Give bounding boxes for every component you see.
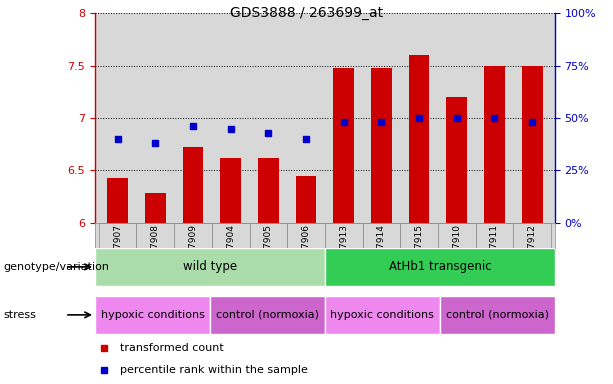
Text: GSM587914: GSM587914 (377, 224, 386, 279)
Text: GSM587913: GSM587913 (339, 224, 348, 279)
Bar (99, 223, 137, 248)
Bar (95, 248, 325, 286)
Text: GSM587910: GSM587910 (452, 224, 462, 279)
Text: hypoxic conditions: hypoxic conditions (330, 310, 434, 320)
Bar (295, 175, 316, 223)
Bar (325, 223, 362, 248)
Bar (210, 296, 325, 334)
Bar (183, 147, 204, 223)
Bar (220, 158, 241, 223)
Bar (174, 223, 212, 248)
Bar (440, 296, 555, 334)
Text: genotype/variation: genotype/variation (3, 262, 109, 272)
Bar (522, 66, 543, 223)
Bar (249, 223, 287, 248)
Bar (484, 66, 505, 223)
Bar (400, 223, 438, 248)
Bar (145, 194, 166, 223)
Text: GSM587904: GSM587904 (226, 224, 235, 279)
Text: transformed count: transformed count (120, 343, 224, 354)
Bar (107, 178, 128, 223)
Text: wild type: wild type (183, 260, 237, 273)
Text: GSM587905: GSM587905 (264, 224, 273, 279)
Text: GSM587907: GSM587907 (113, 224, 122, 279)
Text: AtHb1 transgenic: AtHb1 transgenic (389, 260, 491, 273)
Bar (325, 296, 440, 334)
Text: GSM587908: GSM587908 (151, 224, 160, 279)
Text: GSM587911: GSM587911 (490, 224, 499, 279)
Text: control (normoxia): control (normoxia) (446, 310, 549, 320)
Text: percentile rank within the sample: percentile rank within the sample (120, 364, 308, 375)
Bar (409, 55, 430, 223)
Bar (95, 296, 210, 334)
Text: GSM587912: GSM587912 (528, 224, 536, 279)
Text: control (normoxia): control (normoxia) (216, 310, 319, 320)
Bar (258, 158, 279, 223)
Bar (137, 223, 174, 248)
Text: hypoxic conditions: hypoxic conditions (101, 310, 204, 320)
Bar (513, 223, 551, 248)
Text: GDS3888 / 263699_at: GDS3888 / 263699_at (230, 6, 383, 20)
Text: GSM587909: GSM587909 (188, 224, 197, 279)
Bar (362, 223, 400, 248)
Bar (212, 223, 249, 248)
Text: stress: stress (3, 310, 36, 320)
Text: GSM587915: GSM587915 (414, 224, 424, 279)
Bar (325, 248, 555, 286)
Bar (371, 68, 392, 223)
Text: GSM587906: GSM587906 (302, 224, 311, 279)
Bar (476, 223, 513, 248)
Bar (333, 68, 354, 223)
Bar (438, 223, 476, 248)
Bar (287, 223, 325, 248)
Bar (446, 97, 467, 223)
